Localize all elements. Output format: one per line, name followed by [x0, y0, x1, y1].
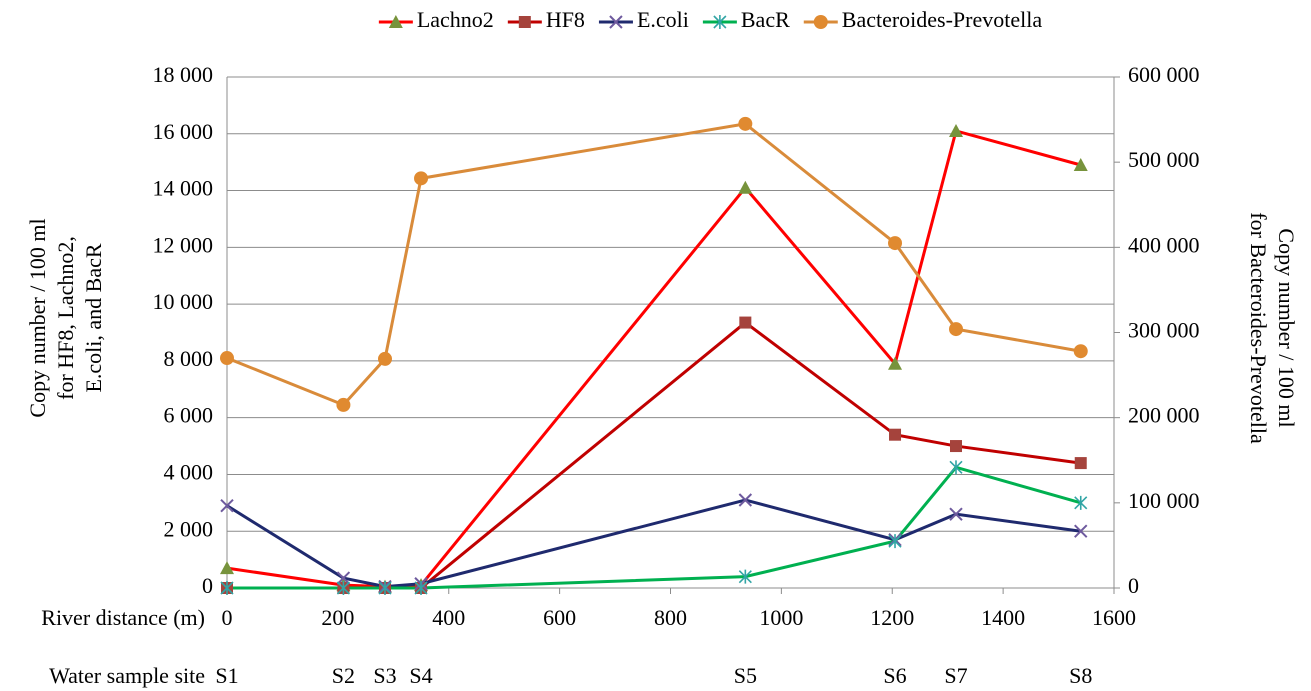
x-tick-label: 400 — [432, 605, 465, 630]
y-axis-label: for HF8, Lachno2, — [53, 236, 78, 400]
series-line — [226, 498, 1081, 589]
marker — [1074, 495, 1088, 510]
y-tick-label: 14 000 — [153, 176, 214, 201]
x-tick-label: 1200 — [870, 605, 914, 630]
marker — [950, 440, 963, 453]
marker — [738, 180, 753, 194]
y2-tick-label: 600 000 — [1128, 62, 1200, 87]
y-axis-label: E.coli, and BacR — [81, 243, 106, 392]
x-tick-label: 0 — [222, 605, 233, 630]
marker — [888, 356, 903, 370]
y-tick-label: 2 000 — [164, 516, 214, 541]
y-tick-label: 8 000 — [164, 346, 214, 371]
marker — [336, 571, 351, 585]
y-tick-label: 12 000 — [153, 232, 214, 257]
legend-label: Lachno2 — [417, 7, 494, 32]
y-tick-label: 4 000 — [164, 459, 214, 484]
legend-marker — [813, 15, 828, 29]
marker — [220, 351, 234, 366]
marker — [220, 581, 234, 595]
marker — [336, 581, 350, 595]
marker — [1074, 457, 1087, 470]
marker — [888, 236, 903, 251]
site-axis-label: Water sample site — [49, 663, 205, 688]
marker — [738, 569, 752, 584]
legend-marker — [518, 16, 531, 28]
marker — [949, 507, 963, 521]
site-label: S7 — [944, 663, 967, 688]
marker — [220, 561, 234, 575]
site-label: S4 — [409, 663, 432, 688]
site-label: S6 — [883, 663, 906, 688]
legend-marker — [713, 15, 727, 29]
y2-tick-label: 0 — [1128, 573, 1139, 598]
marker — [336, 397, 351, 412]
series-line — [226, 129, 1082, 589]
marker — [1073, 158, 1088, 172]
marker — [377, 351, 392, 366]
site-label: S3 — [373, 663, 396, 688]
x-axis-label: River distance (m) — [41, 605, 205, 630]
legend-marker — [609, 15, 623, 29]
y-tick-label: 0 — [202, 573, 213, 598]
site-label: S5 — [734, 663, 757, 688]
y2-tick-label: 300 000 — [1128, 318, 1200, 343]
y2-tick-label: 500 000 — [1128, 147, 1200, 172]
y2-tick-label: 400 000 — [1128, 232, 1200, 257]
y-tick-label: 16 000 — [153, 119, 214, 144]
y2-tick-label: 200 000 — [1128, 403, 1200, 428]
y-axis-label: Copy number / 100 ml — [25, 218, 50, 417]
series-line — [226, 122, 1082, 407]
marker — [378, 581, 392, 595]
marker — [414, 171, 429, 186]
series-line — [227, 465, 1082, 590]
x-tick-label: 1600 — [1092, 605, 1136, 630]
marker — [220, 498, 234, 513]
marker — [1073, 344, 1088, 359]
y2-axis-label: Copy number / 100 ml — [1274, 228, 1299, 427]
marker — [739, 316, 752, 329]
marker — [414, 581, 428, 595]
legend-label: BacR — [741, 7, 790, 32]
marker — [949, 322, 964, 337]
legend-label: HF8 — [546, 7, 585, 32]
site-label: S1 — [215, 663, 238, 688]
marker — [949, 123, 964, 137]
marker — [738, 116, 753, 131]
marker — [949, 460, 963, 475]
x-tick-label: 800 — [654, 605, 687, 630]
x-tick-label: 200 — [321, 605, 354, 630]
y-tick-label: 10 000 — [153, 289, 214, 314]
y-tick-label: 18 000 — [153, 62, 214, 87]
marker — [889, 428, 902, 441]
x-tick-label: 600 — [543, 605, 576, 630]
y2-tick-label: 100 000 — [1128, 488, 1200, 513]
x-tick-label: 1400 — [981, 605, 1025, 630]
legend-label: E.coli — [637, 7, 689, 32]
y2-axis-label: for Bacteroides-Prevotella — [1246, 212, 1271, 444]
x-tick-label: 1000 — [759, 605, 803, 630]
series-line — [227, 320, 1081, 590]
site-label: S2 — [332, 663, 355, 688]
legend-marker — [388, 15, 403, 28]
marker — [738, 493, 753, 507]
marker — [1074, 524, 1088, 538]
legend-label: Bacteroides-Prevotella — [842, 7, 1043, 32]
marker — [888, 534, 902, 549]
site-label: S8 — [1069, 663, 1092, 688]
y-tick-label: 6 000 — [164, 403, 214, 428]
